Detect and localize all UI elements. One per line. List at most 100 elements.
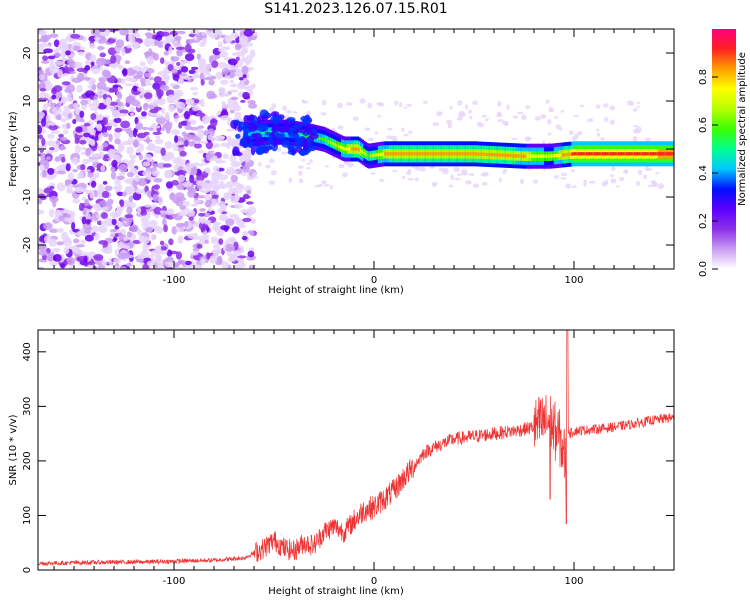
heatmap-cell (41, 137, 46, 147)
heatmap-cell (377, 115, 382, 118)
heatmap-cell (422, 100, 428, 104)
heatmap-cell (437, 111, 443, 114)
heatmap-cell (210, 75, 217, 80)
heatmap-cell (234, 119, 240, 125)
heatmap-cell (91, 180, 97, 188)
heatmap-cell (88, 43, 96, 49)
heatmap-cell (157, 44, 164, 48)
heatmap-cell (94, 124, 102, 129)
heatmap-ridge-cell (512, 153, 515, 158)
heatmap-cell (229, 83, 238, 88)
heatmap-cell (447, 123, 453, 129)
heatmap-ridge-cell (339, 145, 342, 149)
snr-plot (38, 330, 674, 567)
heatmap-cell (221, 101, 226, 105)
heatmap-cell (306, 127, 312, 135)
heatmap-y-tick-label: 0 (22, 146, 33, 152)
heatmap-cell (39, 81, 46, 90)
heatmap-ridge-cell (593, 152, 596, 156)
heatmap-cell (143, 236, 150, 244)
heatmap-ridge-cell (581, 152, 584, 156)
heatmap-cell (657, 183, 665, 190)
heatmap-cell (503, 169, 508, 172)
heatmap-cell (186, 120, 191, 128)
heatmap-ridge-cell (411, 152, 414, 156)
heatmap-cell (222, 153, 230, 160)
heatmap-cell (96, 81, 107, 90)
heatmap-cell (160, 31, 170, 37)
heatmap-cell (126, 231, 133, 238)
heatmap-cell (153, 178, 163, 183)
heatmap-cell (208, 30, 219, 39)
heatmap-ridge-cell (387, 152, 390, 156)
heatmap-cell (632, 128, 639, 134)
heatmap-cell (173, 262, 180, 269)
heatmap-cell (193, 143, 202, 149)
heatmap-cell (55, 139, 61, 146)
heatmap-cell (47, 122, 57, 126)
heatmap-ridge-cell (585, 152, 588, 156)
heatmap-cell (62, 129, 69, 135)
heatmap-ridge-cell (493, 153, 496, 157)
heatmap-cell (456, 117, 463, 121)
heatmap-ridge-cell (558, 153, 561, 157)
heatmap-cell (579, 104, 585, 108)
heatmap-cell (329, 184, 333, 190)
heatmap-cell (229, 254, 237, 262)
heatmap-ridge-cell (437, 152, 440, 156)
heatmap-cell (172, 74, 181, 81)
heatmap-cell (240, 99, 246, 103)
heatmap-cell (547, 132, 552, 136)
heatmap-cell (185, 38, 195, 44)
heatmap-cell (174, 115, 180, 119)
heatmap-cell (553, 174, 559, 179)
heatmap-cell (118, 232, 123, 241)
heatmap-cell (215, 71, 223, 80)
heatmap-cell (208, 55, 213, 64)
heatmap-ridge-cell (651, 152, 654, 156)
heatmap-ridge-cell (366, 153, 369, 158)
heatmap-cell (99, 52, 106, 58)
heatmap-cell (177, 155, 182, 165)
heatmap-cell (235, 51, 243, 55)
heatmap-ridge-cell (520, 154, 523, 158)
heatmap-cell (80, 118, 85, 123)
heatmap-cell (157, 195, 163, 205)
heatmap-cell (572, 114, 580, 118)
heatmap-cell (70, 33, 81, 39)
heatmap-ridge-cell (672, 152, 674, 156)
heatmap-cell (247, 99, 256, 105)
heatmap-ridge-cell (541, 154, 544, 158)
heatmap-cell (45, 150, 55, 154)
heatmap-cell (79, 46, 86, 50)
snr-y-tick-label: 0 (22, 567, 33, 573)
heatmap-cell (559, 128, 563, 131)
heatmap-cell (125, 95, 135, 104)
heatmap-ridge-cell (318, 136, 321, 140)
heatmap-cell (105, 96, 112, 105)
heatmap-ridge-cell (422, 152, 425, 156)
heatmap-cell (184, 43, 192, 53)
heatmap-cell (655, 171, 660, 175)
heatmap-cell (128, 195, 134, 203)
heatmap-cell (83, 255, 88, 263)
heatmap-cell (60, 136, 68, 142)
heatmap-y-tick-label: 10 (22, 95, 33, 108)
heatmap-cell (431, 181, 438, 186)
heatmap-ridge-cell (662, 152, 665, 156)
heatmap-cell (93, 254, 104, 261)
heatmap-ridge-cell (488, 152, 491, 157)
heatmap-ridge-cell (477, 152, 480, 156)
heatmap-cell (242, 231, 249, 237)
heatmap-cell (210, 143, 221, 148)
heatmap-cell (83, 76, 91, 81)
heatmap-cell (133, 74, 143, 80)
heatmap-ridge-cell (384, 152, 387, 156)
heatmap-cell (115, 186, 121, 193)
heatmap-cell (127, 160, 134, 169)
heatmap-cell (159, 57, 165, 64)
heatmap-cell (235, 68, 243, 73)
heatmap-cell (59, 144, 66, 151)
heatmap-cell (152, 163, 159, 168)
heatmap-cell (116, 175, 125, 181)
